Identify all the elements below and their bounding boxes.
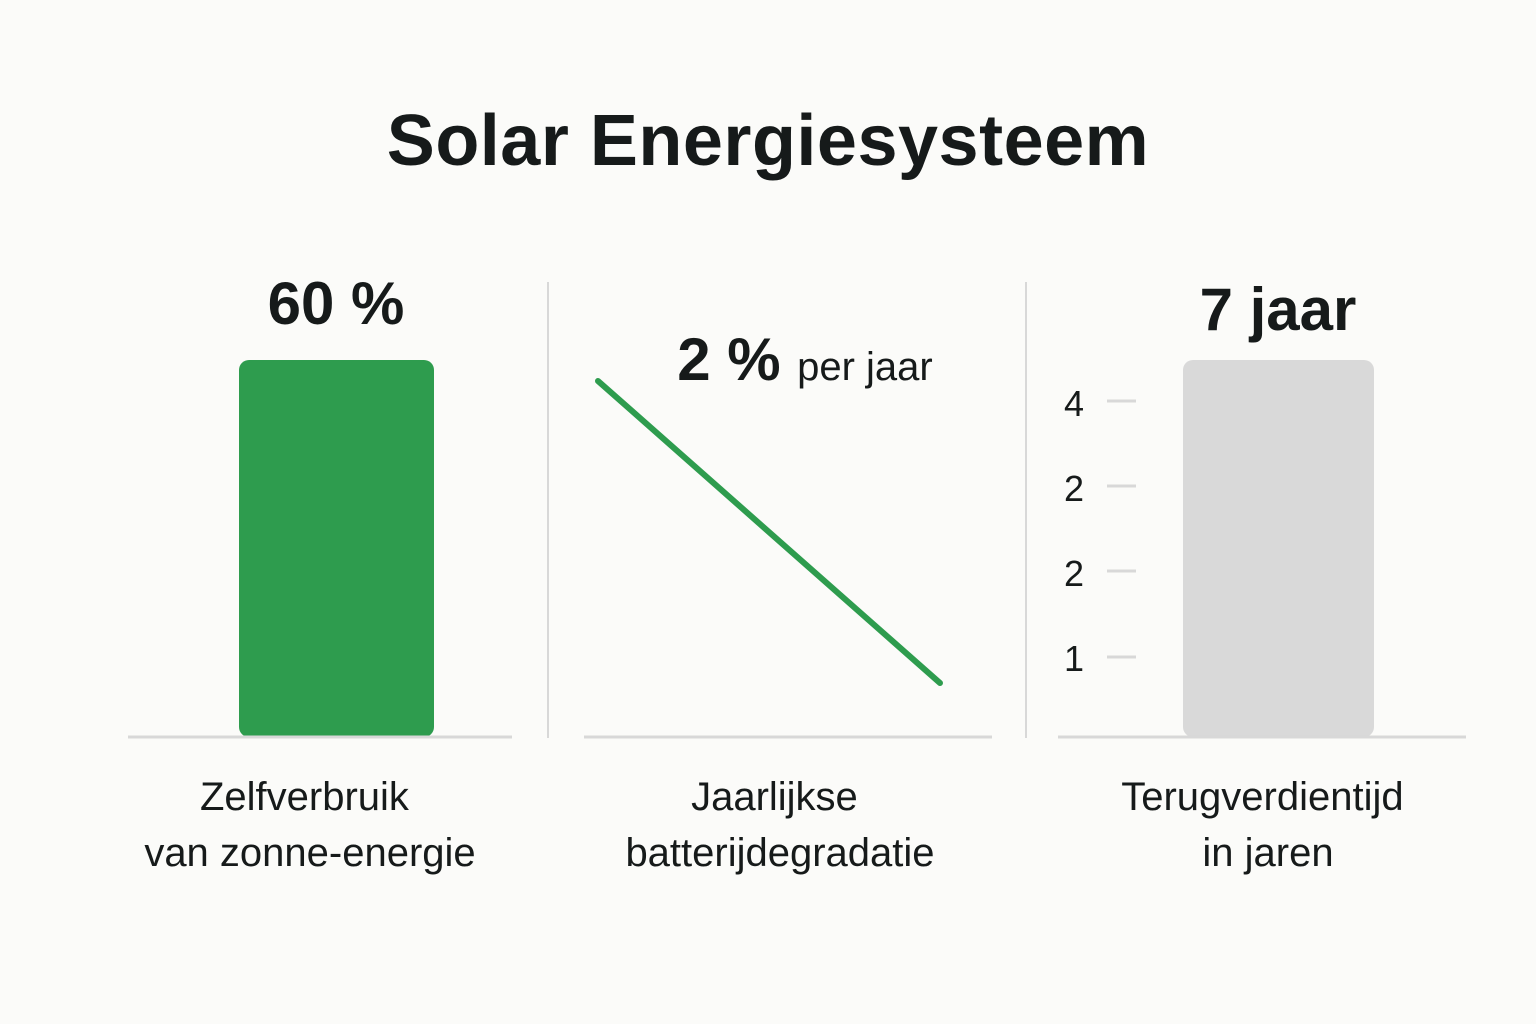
degradation-label-line-1: Jaarlijkse [691,775,858,819]
self-consumption-label-line-2: van zonne-energie [144,831,475,875]
degradation-value: 2 % per jaar [677,326,932,393]
payback-value: 7 jaar [1200,276,1357,343]
degradation-label: Jaarlijkse batterijdegradatie [625,775,934,875]
payback-label-line-2: in jaren [1202,831,1333,875]
degradation-label-line-2: batterijdegradatie [625,831,934,875]
self-consumption-value: 60 % [268,270,405,337]
payback-label-line-1: Terugverdientijd [1121,775,1403,819]
degradation-line [595,378,943,686]
self-consumption-label-line-1: Zelfverbruik [200,775,410,819]
y-tick-label: 4 [1064,383,1084,424]
payback-bar [1183,360,1374,737]
y-tick-label: 2 [1064,468,1084,509]
panel-self-consumption: 60 % Zelfverbruik van zonne-energie [128,270,512,875]
page-title: Solar Energiesysteem [386,101,1150,181]
y-tick-label: 2 [1064,553,1084,594]
payback-label: Terugverdientijd in jaren [1121,775,1415,875]
degradation-value-unit: per jaar [797,345,933,389]
panel-battery-degradation: 2 % per jaar Jaarlijkse batterijdegradat… [584,326,992,875]
self-consumption-label: Zelfverbruik van zonne-energie [144,775,475,875]
degradation-value-main: 2 % [677,326,780,393]
panel-payback-time: 7 jaar 4 2 2 1 Terugverdientijd in jaren [1058,276,1466,875]
self-consumption-bar [239,360,434,737]
y-tick-label: 1 [1064,638,1084,679]
